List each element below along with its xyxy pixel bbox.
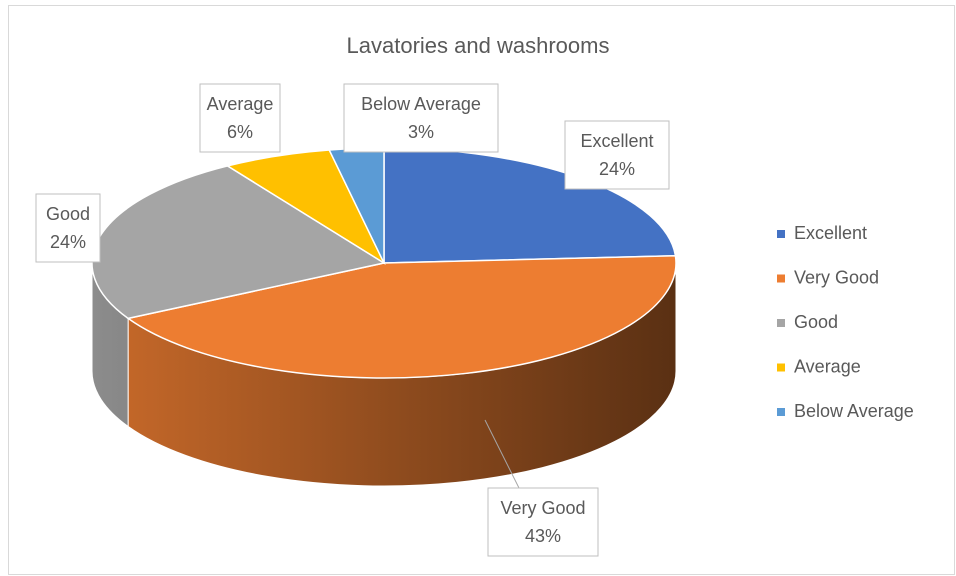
legend-label: Good bbox=[794, 312, 838, 332]
data-label-name: Excellent bbox=[580, 131, 653, 151]
slice bbox=[91, 165, 386, 320]
data-label-box bbox=[343, 83, 499, 153]
data-label-box bbox=[199, 83, 281, 153]
data-label-box bbox=[487, 487, 599, 557]
legend-swatch bbox=[777, 274, 785, 283]
data-label-name: Average bbox=[207, 94, 274, 114]
data-label-value: 24% bbox=[50, 232, 86, 252]
legend-swatch bbox=[777, 363, 785, 372]
data-label-box bbox=[35, 193, 101, 263]
data-label-value: 6% bbox=[227, 122, 253, 142]
legend-swatch bbox=[777, 230, 785, 238]
legend-swatch bbox=[777, 408, 785, 416]
slice bbox=[126, 255, 677, 379]
data-label-name: Good bbox=[46, 204, 90, 224]
chart-title: Lavatories and washrooms bbox=[347, 33, 610, 58]
data-label-value: 3% bbox=[408, 122, 434, 142]
legend-label: Very Good bbox=[794, 267, 879, 287]
leader-line bbox=[484, 419, 521, 491]
legend-label: Average bbox=[794, 356, 861, 376]
data-label-value: 24% bbox=[599, 159, 635, 179]
data-label-name: Below Average bbox=[361, 94, 481, 114]
legend-swatch bbox=[777, 319, 785, 327]
data-label-value: 43% bbox=[525, 526, 561, 546]
data-label-box bbox=[564, 120, 670, 190]
legend-label: Below Average bbox=[794, 401, 914, 421]
data-label-name: Very Good bbox=[500, 498, 585, 518]
legend-label: Excellent bbox=[794, 223, 867, 243]
